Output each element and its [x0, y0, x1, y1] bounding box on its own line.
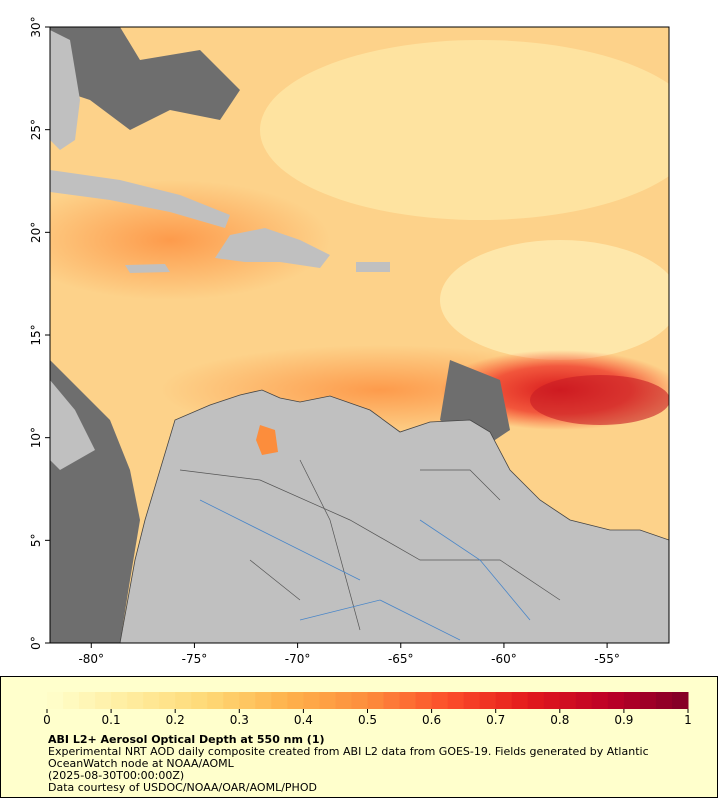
x-tick-label: -60°: [491, 652, 517, 666]
y-tick-label: 30°: [29, 16, 43, 37]
colorbar-step: [63, 692, 80, 709]
colorbar-step: [47, 692, 64, 709]
colorbar-step: [79, 692, 96, 709]
lake-maracaibo: [256, 425, 278, 455]
map-area: [50, 27, 669, 643]
colorbar-step: [143, 692, 160, 709]
caption-title: ABI L2+ Aerosol Optical Depth at 550 nm …: [48, 733, 325, 746]
colorbar-step: [95, 692, 112, 709]
colorbar-step: [575, 692, 593, 709]
y-tick-label: 10°: [29, 427, 43, 448]
colorbar-tick-label: 0: [43, 713, 51, 727]
caption-description: Experimental NRT AOD daily composite cre…: [48, 745, 649, 770]
colorbar-step: [223, 692, 240, 709]
colorbar-tick-label: 0.3: [230, 713, 249, 727]
colorbar-step: [175, 692, 192, 709]
caption-time: (2025-08-30T00:00:00Z): [48, 769, 185, 782]
colorbar-step: [447, 692, 465, 709]
colorbar-step: [623, 692, 641, 709]
dust-plume: [530, 375, 669, 425]
colorbar-step: [495, 692, 513, 709]
colorbar-step: [367, 692, 385, 709]
land-south-america: [119, 389, 669, 643]
colorbar-step: [607, 692, 625, 709]
colorbar-step: [303, 692, 320, 709]
colorbar-step: [511, 692, 529, 709]
colorbar-tick-label: 0.9: [614, 713, 633, 727]
x-tick-label: -70°: [285, 652, 311, 666]
colorbar-step: [639, 692, 657, 709]
colorbar-step: [191, 692, 208, 709]
colorbar-step: [271, 692, 288, 709]
haze: [50, 180, 330, 300]
colorbar-step: [431, 692, 449, 709]
caption-credit: Data courtesy of USDOC/NOAA/OAR/AOML/PHO…: [48, 781, 317, 794]
colorbar-step: [239, 692, 256, 709]
colorbar-step: [159, 692, 176, 709]
x-tick-label: -55°: [594, 652, 620, 666]
colorbar-tick-label: 1: [684, 713, 692, 727]
land-jamaica: [125, 264, 170, 273]
colorbar-step: [127, 692, 144, 709]
x-tick-label: -65°: [388, 652, 414, 666]
land-hispaniola: [215, 228, 330, 268]
x-tick-label: -80°: [78, 652, 104, 666]
colorbar-step: [591, 692, 609, 709]
colorbar-step: [111, 692, 128, 709]
colorbar-tick-label: 0.1: [102, 713, 121, 727]
colorbar-step: [351, 692, 368, 709]
cloud: [50, 27, 240, 130]
low-aod: [260, 40, 669, 220]
borders: [179, 459, 561, 631]
y-tick-label: 5°: [29, 534, 43, 548]
rivers: [199, 499, 531, 641]
colorbar-step: [671, 692, 689, 709]
colorbar-step: [207, 692, 224, 709]
colorbar-step: [335, 692, 352, 709]
colorbar-step: [399, 692, 417, 709]
colorbar-tick-label: 0.4: [294, 713, 313, 727]
low-aod: [440, 240, 669, 360]
map-figure: -80° -75° -70° -65° -60° -55° 0° 5° 10° 15° 20° 25°…: [29, 16, 670, 666]
y-tick-label: 15°: [29, 324, 43, 345]
colorbar-tick-label: 0.6: [422, 713, 441, 727]
y-tick-label: 0°: [29, 636, 43, 650]
caption: ABI L2+ Aerosol Optical Depth at 550 nm …: [48, 734, 688, 794]
land-central-america: [50, 380, 95, 470]
colorbar: 0 0.1 0.2 0.3 0.4 0.5 0.6 0.7 0.8 0.9 1: [43, 692, 692, 727]
colorbar-step: [287, 692, 304, 709]
y-tick-label: 25°: [29, 119, 43, 140]
colorbar-step: [479, 692, 497, 709]
colorbar-step: [319, 692, 336, 709]
colorbar-tick-label: 0.8: [550, 713, 569, 727]
colorbar-step: [383, 692, 401, 709]
colorbar-tick-label: 0.5: [358, 713, 377, 727]
x-tick-label: -75°: [182, 652, 208, 666]
colorbar-step: [255, 692, 272, 709]
colorbar-step: [463, 692, 481, 709]
colorbar-tick-label: 0.7: [486, 713, 505, 727]
colorbar-step: [415, 692, 433, 709]
colorbar-step: [559, 692, 577, 709]
y-tick-label: 20°: [29, 222, 43, 243]
land-puerto-rico: [356, 262, 390, 272]
land-florida: [50, 30, 80, 150]
colorbar-step: [655, 692, 673, 709]
land-cuba: [50, 170, 230, 228]
colorbar-tick-label: 0.2: [166, 713, 185, 727]
colorbar-step: [527, 692, 545, 709]
colorbar-step: [543, 692, 561, 709]
